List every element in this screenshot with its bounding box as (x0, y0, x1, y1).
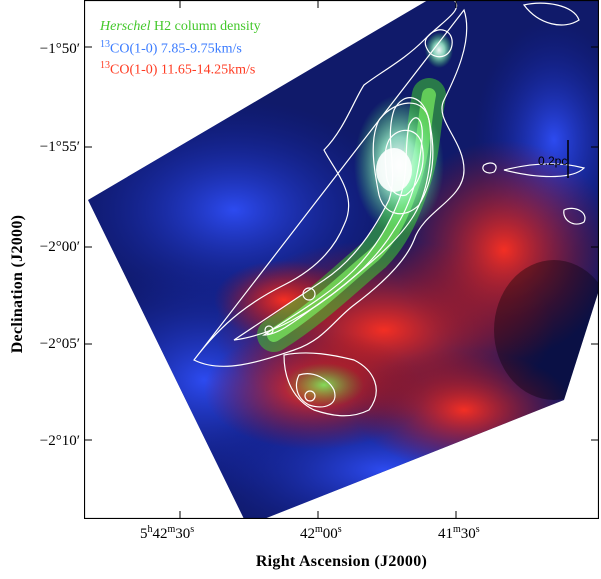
ytick-label: −1°55′ (39, 139, 80, 155)
legend-h2-instrument: Herschel (100, 19, 151, 34)
legend-blue-isotope: 13 (100, 39, 110, 50)
x-axis-label: Right Ascension (J2000) (255, 553, 428, 570)
ytick-label: −1°50′ (39, 41, 80, 57)
legend-blue-text: CO(1-0) 7.85-9.75km/s (110, 41, 242, 57)
contour-lines (84, 0, 595, 500)
xtick-label: 41m30s (438, 524, 480, 542)
legend-co-red: 13CO(1-0) 11.65-14.25km/s (100, 58, 255, 79)
composite-image (84, 0, 599, 519)
ytick-label: −2°05′ (39, 336, 80, 352)
ytick-label: −2°00′ (39, 239, 80, 255)
plot-border (84, 0, 599, 519)
scale-bar-label: 0.2pc (538, 154, 568, 168)
xtick-label: 42m00s (300, 524, 342, 542)
legend-co-blue: 13CO(1-0) 7.85-9.75km/s (100, 37, 242, 58)
image-frame (84, 0, 599, 519)
legend-red-isotope: 13 (100, 60, 110, 71)
legend-red-text: CO(1-0) 11.65-14.25km/s (110, 62, 256, 78)
legend-h2: Herschel H2 column density (100, 19, 261, 35)
xtick-label: 5h42m30s (140, 524, 195, 542)
legend-h2-text: H2 column density (150, 19, 261, 34)
axis-ticks (84, 0, 599, 519)
y-axis-label: Declination (J2000) (9, 214, 26, 354)
ytick-label: −2°10′ (39, 433, 80, 449)
